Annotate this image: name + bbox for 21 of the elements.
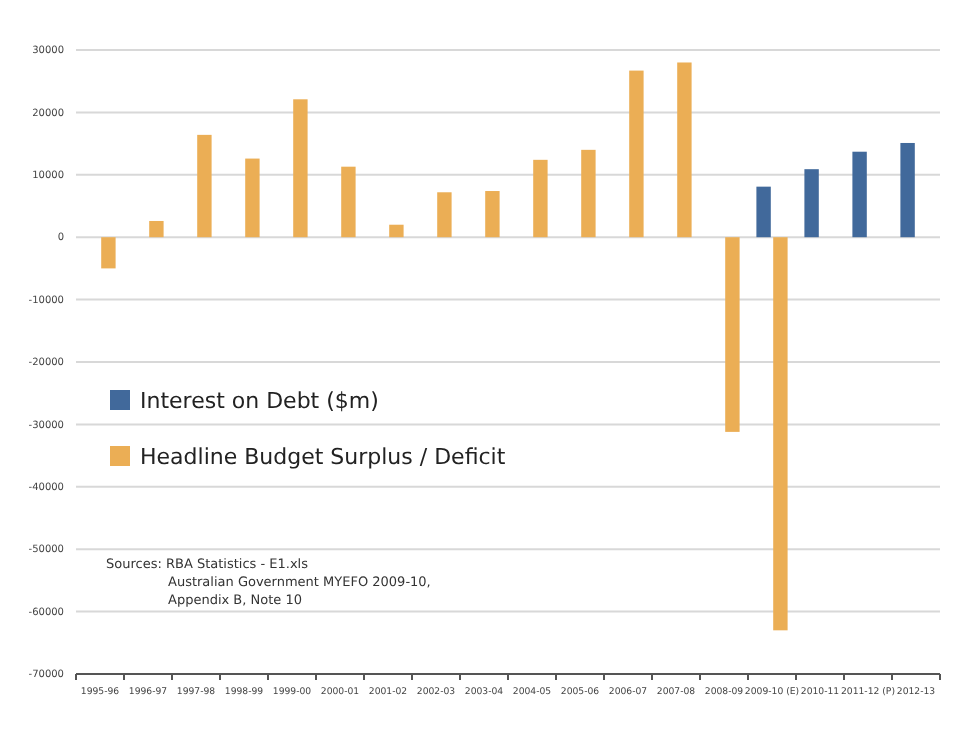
bar	[581, 149, 596, 238]
bar	[773, 237, 788, 631]
bar	[197, 134, 212, 238]
bar	[341, 166, 356, 238]
bar	[389, 224, 404, 238]
bar	[677, 62, 692, 238]
bar	[629, 70, 644, 238]
bar	[852, 151, 867, 238]
bar	[437, 192, 452, 238]
bar	[101, 237, 116, 269]
bar	[756, 186, 771, 238]
bar	[725, 237, 740, 432]
legend-label: Headline Budget Surplus / Deficit	[140, 443, 507, 470]
bar	[149, 220, 164, 238]
bar	[900, 142, 915, 238]
bar	[293, 99, 308, 238]
bar	[533, 159, 548, 238]
bar	[804, 169, 819, 238]
legend-label: Interest on Debt ($m)	[140, 387, 379, 414]
bar	[245, 158, 260, 238]
bar	[485, 191, 500, 238]
